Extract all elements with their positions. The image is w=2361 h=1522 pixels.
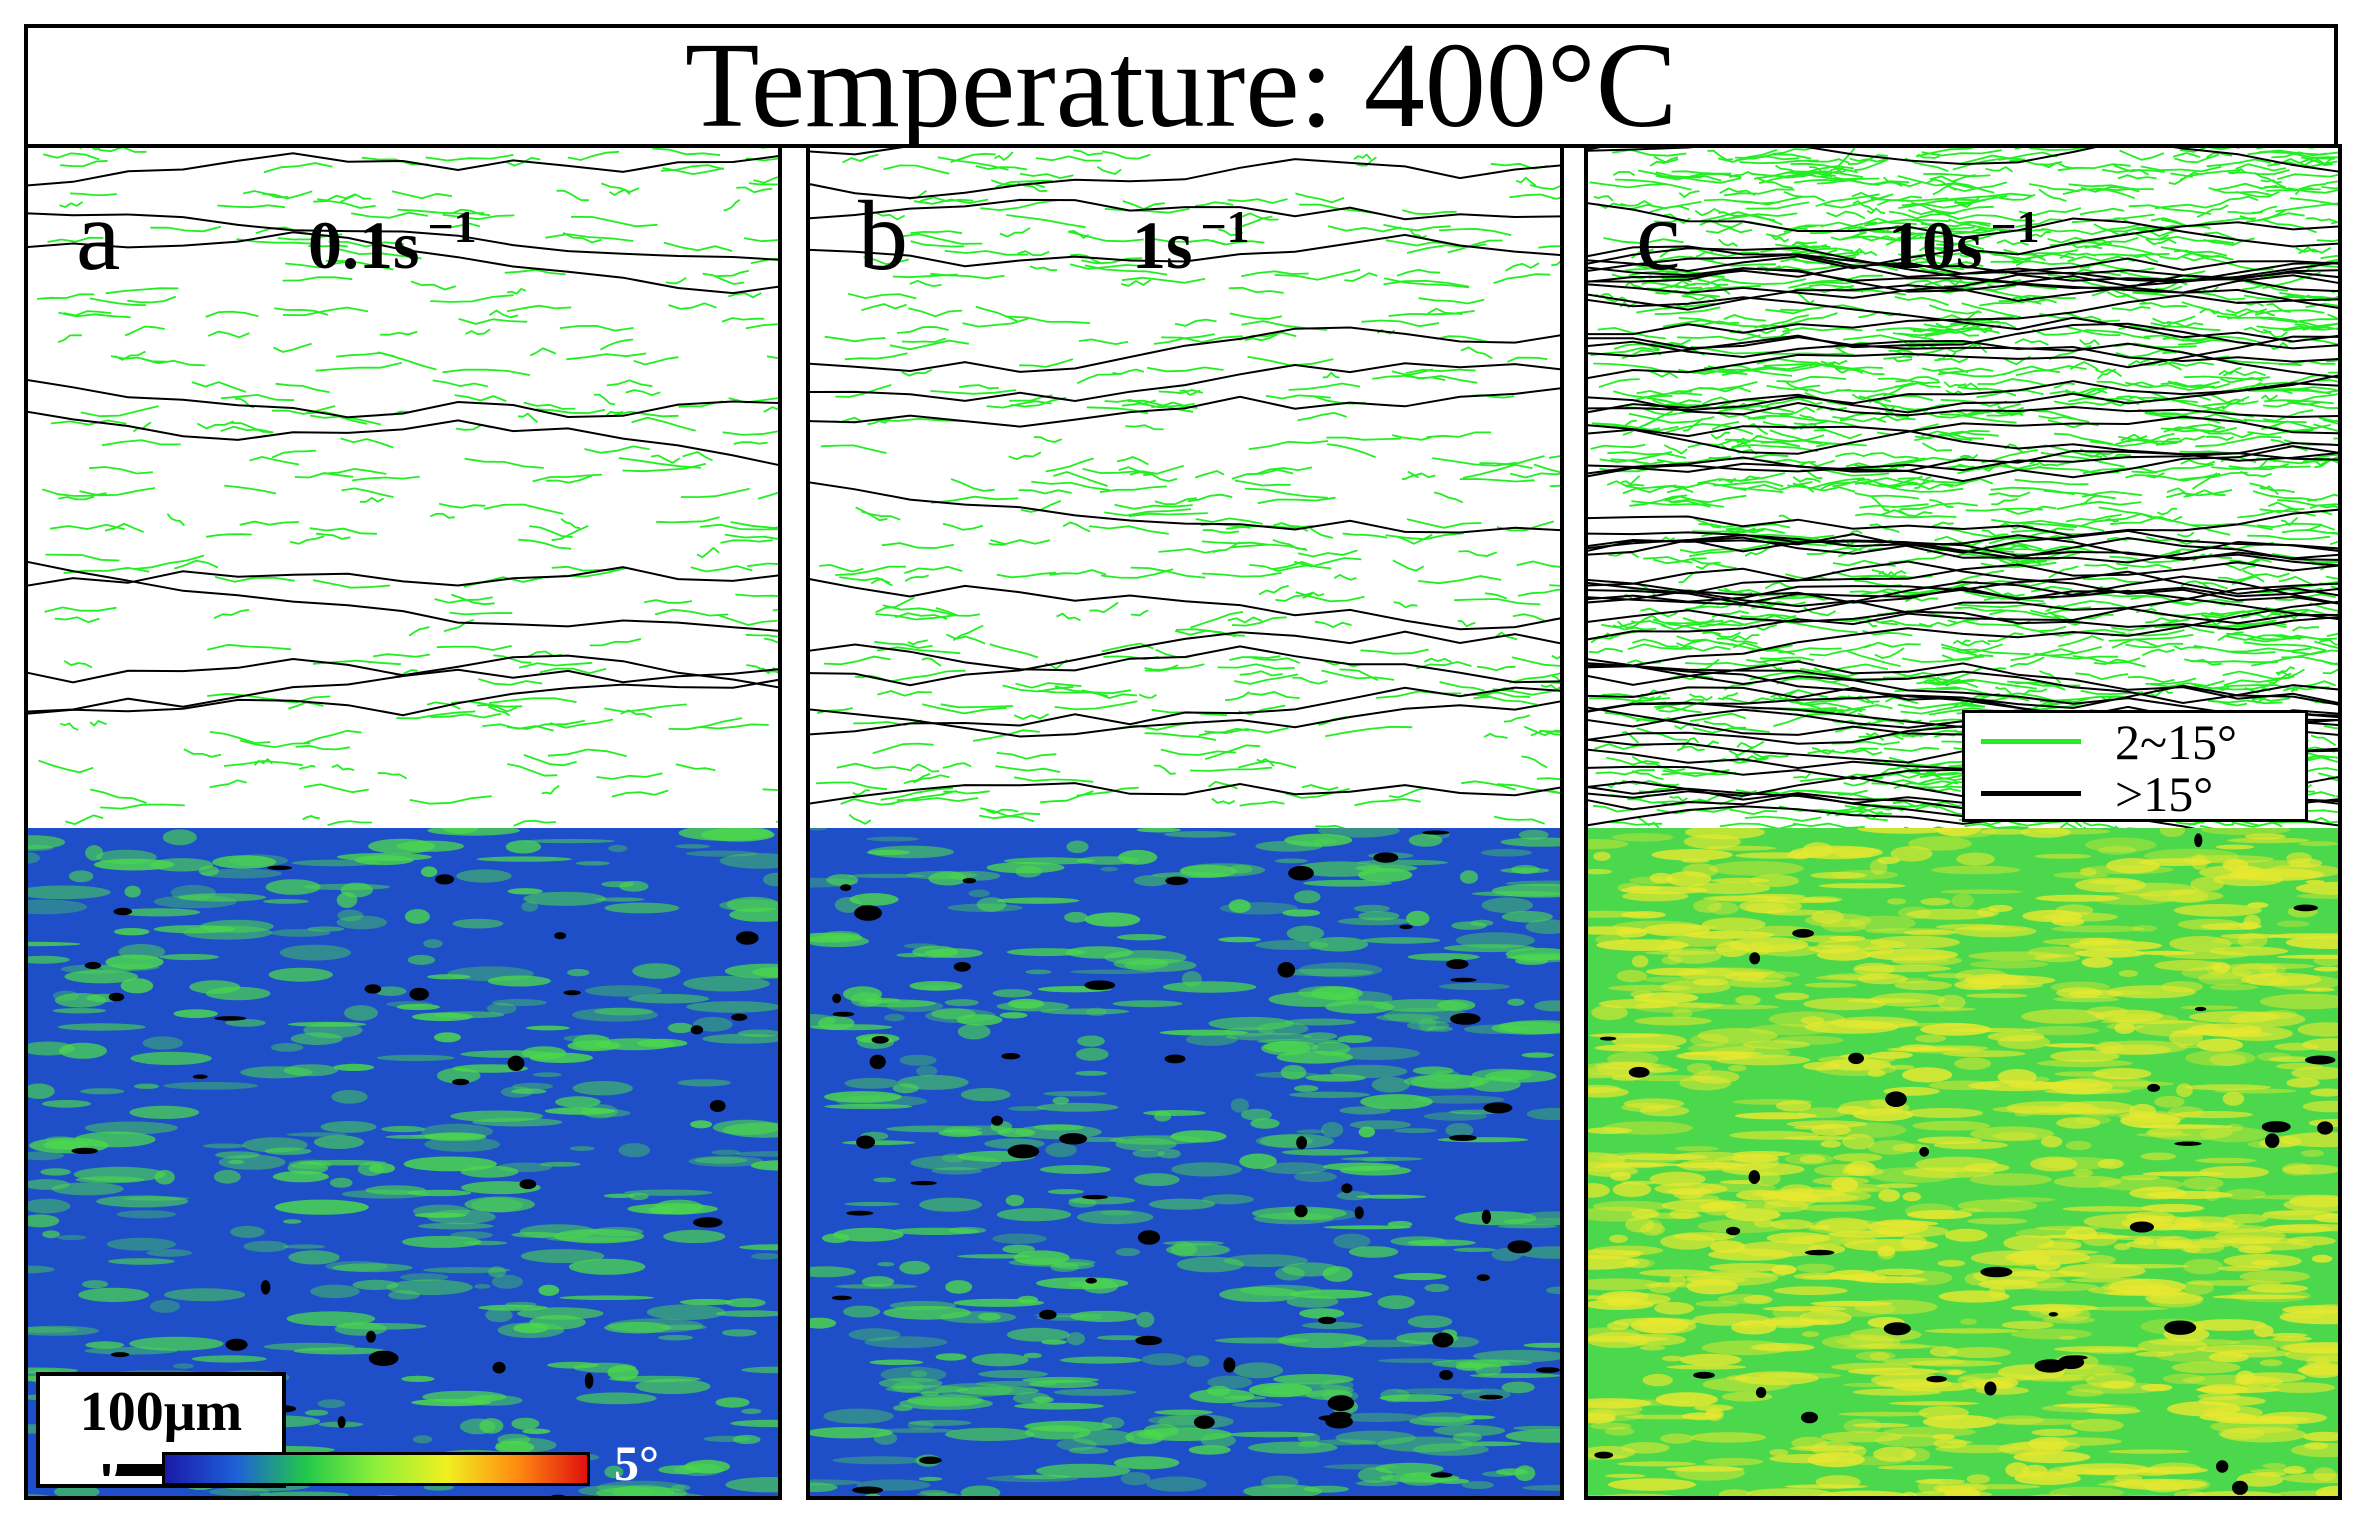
colorbar-min-label: 0° bbox=[94, 1435, 139, 1491]
strain-rate-base: 0.1s bbox=[308, 207, 420, 283]
kam-texture bbox=[28, 828, 778, 1496]
legend-swatch-black bbox=[1981, 791, 2081, 796]
strain-rate-exponent: −1 bbox=[1990, 201, 2040, 252]
grain-boundary-texture bbox=[1588, 148, 2338, 828]
panel-letter: a bbox=[76, 180, 121, 291]
strain-rate-base: 1s bbox=[1132, 207, 1193, 283]
boundary-map bbox=[810, 148, 1560, 828]
panel-b: b 1s −1 bbox=[806, 144, 1564, 1500]
figure-title: Temperature: 400°C bbox=[684, 18, 1678, 153]
strain-rate-exponent: −1 bbox=[1200, 201, 1250, 252]
panel-a: a 0.1s −1 100μm bbox=[24, 144, 782, 1500]
strain-rate-exponent: −1 bbox=[427, 201, 477, 252]
colorbar bbox=[162, 1452, 590, 1486]
kam-texture bbox=[810, 828, 1560, 1496]
strain-rate-label: 1s −1 bbox=[1132, 201, 1250, 280]
strain-rate-base: 10s bbox=[1888, 207, 1983, 283]
legend-label: 2~15° bbox=[2115, 714, 2238, 770]
scale-bar-label: 100μm bbox=[79, 1381, 243, 1443]
legend-label: >15° bbox=[2115, 766, 2214, 822]
title-box: Temperature: 400°C bbox=[24, 24, 2338, 148]
kam-map bbox=[1588, 828, 2338, 1496]
panel-letter: b bbox=[858, 180, 908, 291]
boundary-map bbox=[28, 148, 778, 828]
kam-map bbox=[28, 828, 778, 1496]
grain-boundary-texture bbox=[28, 148, 778, 828]
colorbar-max-label: 5° bbox=[614, 1435, 659, 1491]
strain-rate-label: 10s −1 bbox=[1888, 201, 2040, 280]
kam-map bbox=[810, 828, 1560, 1496]
kam-texture bbox=[1588, 828, 2338, 1496]
panel-c: c 10s −1 2~15° >15° bbox=[1584, 144, 2342, 1500]
legend-entry-high-angle: >15° bbox=[1965, 767, 2305, 819]
panel-letter: c bbox=[1636, 180, 1681, 291]
strain-rate-label: 0.1s −1 bbox=[308, 201, 477, 280]
legend-entry-low-angle: 2~15° bbox=[1965, 715, 2305, 767]
grain-boundary-texture bbox=[810, 148, 1560, 828]
boundary-map bbox=[1588, 148, 2338, 828]
legend-swatch-green bbox=[1981, 739, 2081, 744]
legend: 2~15° >15° bbox=[1962, 710, 2308, 822]
